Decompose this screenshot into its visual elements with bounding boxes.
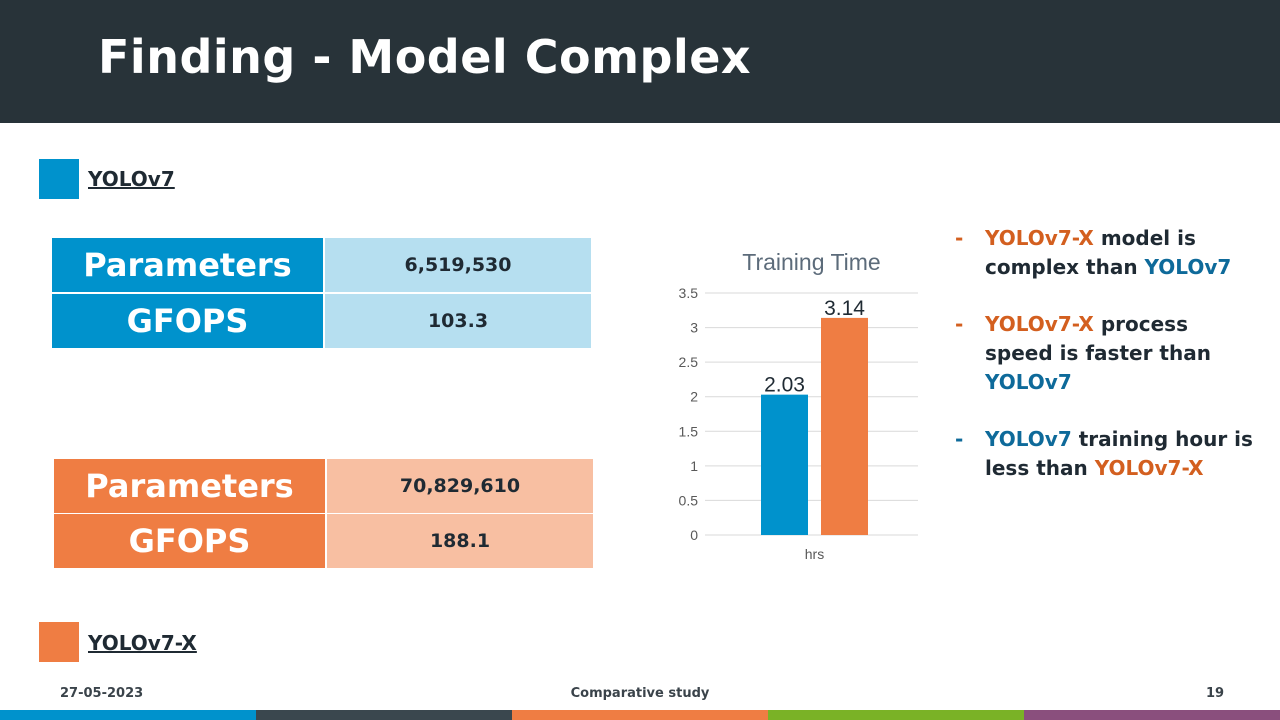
slide-title: Finding - Model Complex	[98, 30, 752, 84]
bar	[821, 317, 868, 535]
yolov7-legend-label: YOLOv7	[88, 167, 175, 191]
table-row: Parameters 6,519,530	[52, 238, 591, 292]
parameters-value: 6,519,530	[325, 238, 591, 292]
stripe-segment	[0, 710, 256, 720]
bullet-dash: -	[955, 427, 964, 451]
bullet-dash: -	[955, 312, 964, 336]
stripe-segment	[1024, 710, 1280, 720]
bullet-item: - YOLOv7-X process speed is faster than Y…	[955, 310, 1255, 397]
training-time-chart: Training Time 0 0.5 1 1.5 2 2.5 3 3.5 2.03 3.14 hrs	[640, 235, 940, 575]
stripe-segment	[256, 710, 512, 720]
y-tick-label: 2	[690, 389, 698, 405]
bullet-text: process speed is faster than	[985, 312, 1211, 365]
footer-date: 27-05-2023	[60, 686, 144, 701]
table-row: GFOPS 188.1	[54, 514, 593, 568]
y-tick-label: 3.5	[679, 285, 699, 301]
stripe-segment	[768, 710, 1024, 720]
yolov7-legend-swatch	[39, 159, 79, 199]
y-tick-label: 1	[690, 458, 698, 474]
y-tick-label: 2.5	[679, 354, 699, 370]
bullet-text: training hour is less than	[985, 427, 1253, 480]
chart-canvas: Training Time 0 0.5 1 1.5 2 2.5 3 3.5 2.03 3.14 hrs	[679, 249, 918, 562]
yolov7x-legend-swatch	[39, 622, 79, 662]
page-number: 19	[1206, 686, 1225, 701]
gfops-label: GFOPS	[54, 514, 325, 568]
y-tick-label: 0	[690, 527, 698, 543]
bullet-item: - YOLOv7 training hour is less than YOLOv…	[955, 425, 1255, 483]
bullet-text: YOLOv7-X	[985, 226, 1094, 250]
bullet-text: YOLOv7	[985, 370, 1072, 394]
bullet-text: YOLOv7-X	[1094, 456, 1204, 480]
gfops-value: 188.1	[327, 514, 593, 568]
bar	[761, 394, 808, 535]
bullet-text: YOLOv7-X	[985, 312, 1094, 336]
findings-list: - YOLOv7-X model is complex than YOLOv7- Y…	[955, 224, 1255, 511]
chart-title: Training Time	[742, 249, 880, 275]
gfops-label: GFOPS	[52, 294, 323, 348]
bar-data-label: 2.03	[764, 374, 805, 397]
title-bar: Finding - Model Complex	[0, 0, 1280, 123]
table-row: GFOPS 103.3	[52, 294, 591, 348]
bar-data-label: 3.14	[824, 297, 865, 320]
stripe-segment	[512, 710, 768, 720]
bullet-text: YOLOv7	[1144, 255, 1232, 279]
bullet-text: model is complex than	[985, 226, 1196, 279]
parameters-value: 70,829,610	[327, 459, 593, 513]
bullet-item: - YOLOv7-X model is complex than YOLOv7	[955, 224, 1255, 282]
bullet-text: YOLOv7	[985, 427, 1072, 451]
parameters-label: Parameters	[54, 459, 325, 513]
parameters-label: Parameters	[52, 238, 323, 292]
x-category-label: hrs	[805, 546, 824, 562]
y-tick-label: 1.5	[679, 423, 699, 439]
footer-center-text: Comparative study	[570, 686, 710, 701]
y-tick-label: 3	[690, 320, 698, 336]
table-row: Parameters 70,829,610	[54, 459, 593, 513]
gfops-value: 103.3	[325, 294, 591, 348]
bullet-dash: -	[955, 226, 964, 250]
y-tick-label: 0.5	[679, 492, 699, 508]
yolov7x-legend-label: YOLOv7-X	[88, 631, 197, 655]
